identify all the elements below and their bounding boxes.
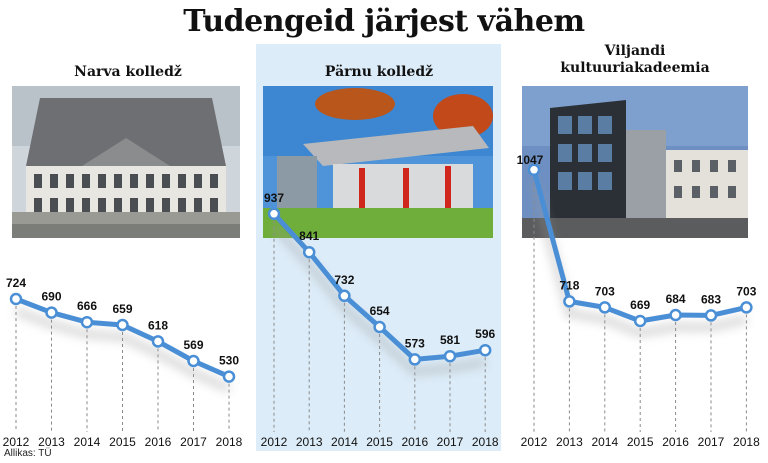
value-label-2016: 618 xyxy=(148,318,168,332)
value-label-2017: 581 xyxy=(440,333,460,347)
year-label-2018: 2018 xyxy=(472,435,499,449)
panel-title-viljandi: Viljandi kultuuriakadeemia xyxy=(560,43,710,76)
value-label-2012: 1047 xyxy=(517,153,544,167)
data-point-2014 xyxy=(338,289,351,303)
value-label-2018: 530 xyxy=(219,354,239,368)
value-label-2013: 841 xyxy=(299,229,319,243)
year-label-2018: 2018 xyxy=(216,435,243,449)
line-shadow xyxy=(14,307,231,392)
year-label-2017: 2017 xyxy=(180,435,207,449)
data-point-2014 xyxy=(598,301,612,314)
value-label-2012: 937 xyxy=(264,191,284,205)
narva-college-photo xyxy=(12,86,240,238)
year-label-2013: 2013 xyxy=(38,435,65,449)
data-point-2017 xyxy=(704,309,718,322)
data-point-2012 xyxy=(527,163,541,177)
data-point-2013 xyxy=(45,306,58,319)
year-label-2013: 2013 xyxy=(556,435,583,449)
year-label-2012: 2012 xyxy=(261,435,288,449)
data-point-2012 xyxy=(9,292,23,306)
value-label-2017: 683 xyxy=(701,292,721,306)
year-label-2014: 2014 xyxy=(74,435,101,449)
data-point-2015 xyxy=(116,318,129,332)
data-point-2018 xyxy=(478,343,492,357)
data-point-2015 xyxy=(373,320,386,334)
data-point-2013 xyxy=(302,245,316,259)
value-label-2014: 732 xyxy=(334,273,354,287)
year-label-2016: 2016 xyxy=(662,435,689,449)
year-label-2017: 2017 xyxy=(437,435,464,449)
value-label-2013: 718 xyxy=(559,278,579,292)
line-shadow xyxy=(271,223,486,376)
year-label-2015: 2015 xyxy=(627,435,654,449)
value-label-2016: 684 xyxy=(666,292,686,306)
chart-viljandi: 1047 718 703 669 684 683 703 2012 2013 2014 2015 20… xyxy=(517,153,760,449)
value-label-2015: 654 xyxy=(370,304,390,318)
year-label-2016: 2016 xyxy=(145,435,172,449)
value-label-2016: 573 xyxy=(405,336,425,350)
value-label-2017: 569 xyxy=(183,338,203,352)
year-label-2015: 2015 xyxy=(366,435,393,449)
data-point-2018 xyxy=(222,370,236,383)
year-label-2014: 2014 xyxy=(331,435,358,449)
year-label-2015: 2015 xyxy=(109,435,136,449)
data-point-2013 xyxy=(563,295,576,308)
panel-title-narva: Narva kolledž xyxy=(74,64,182,80)
data-point-2012 xyxy=(267,207,281,221)
line-shadow xyxy=(530,180,748,337)
data-point-2016 xyxy=(669,308,682,322)
value-label-2014: 703 xyxy=(595,284,615,298)
data-point-2017 xyxy=(187,354,200,368)
value-label-2012: 724 xyxy=(6,276,26,290)
panel-title-parnu: Pärnu kolledž xyxy=(324,64,434,80)
data-point-2017 xyxy=(443,349,457,363)
data-point-2016 xyxy=(408,353,422,366)
year-label-2017: 2017 xyxy=(698,435,725,449)
year-label-2012: 2012 xyxy=(521,435,548,449)
data-point-2014 xyxy=(80,315,94,329)
data-point-2018 xyxy=(740,301,753,314)
year-label-2012: 2012 xyxy=(3,435,30,449)
value-label-2013: 690 xyxy=(41,290,61,304)
source-note: Allikas: TÜ xyxy=(4,448,52,459)
chart-parnu: 937 841 732 654 573 581 596 2012 2013 2014 2015 201… xyxy=(261,191,499,449)
page-title: Tudengeid järjest vähem xyxy=(183,4,585,39)
viljandi-academy-photo xyxy=(522,86,748,238)
value-label-2018: 596 xyxy=(475,327,495,341)
chart-narva: 724 690 666 659 618 569 530 2012 2013 2014 2015 201… xyxy=(3,276,243,449)
year-label-2013: 2013 xyxy=(296,435,323,449)
parnu-college-photo xyxy=(263,86,493,238)
data-point-2015 xyxy=(633,314,647,328)
year-label-2014: 2014 xyxy=(591,435,618,449)
data-point-2016 xyxy=(151,335,165,348)
value-label-2014: 666 xyxy=(77,299,97,313)
value-label-2015: 669 xyxy=(630,298,650,312)
value-label-2018: 703 xyxy=(736,284,756,298)
year-label-2016: 2016 xyxy=(401,435,428,449)
year-label-2018: 2018 xyxy=(733,435,760,449)
value-label-2015: 659 xyxy=(112,302,132,316)
